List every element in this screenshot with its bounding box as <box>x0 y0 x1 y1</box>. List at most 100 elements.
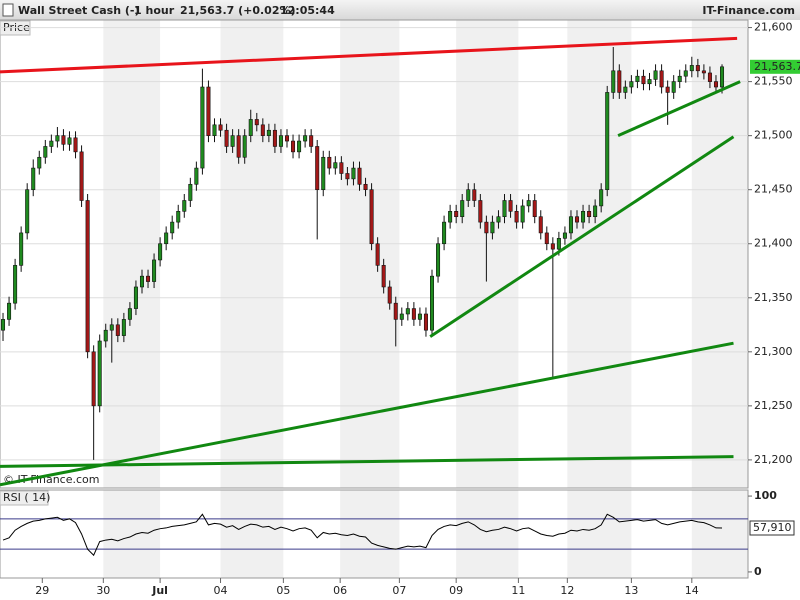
candle-body <box>556 238 561 250</box>
day-band <box>103 20 161 488</box>
candle-body <box>170 221 175 234</box>
day-band <box>691 490 748 578</box>
candle-body <box>381 265 386 288</box>
icon <box>2 3 14 17</box>
instrument: Wall Street Cash (-) <box>18 4 139 17</box>
candle-body <box>19 232 24 266</box>
y-tick-label: 21,550 <box>754 75 793 88</box>
day-band <box>567 490 632 578</box>
candle-body <box>37 156 42 169</box>
candle-body <box>478 200 483 223</box>
candle-body <box>641 75 646 85</box>
candle-body <box>55 135 60 142</box>
header-bar <box>0 0 800 20</box>
candle-body <box>550 243 555 250</box>
last-value-label: 21,563.7 <box>754 60 800 73</box>
x-tick-label: 29 <box>35 584 49 597</box>
candle-body <box>272 129 277 147</box>
time: 12:05:44 <box>280 4 335 17</box>
candle-body <box>393 302 398 320</box>
rsi-line <box>2 513 723 557</box>
candle-body <box>720 66 725 88</box>
candle-body <box>399 313 404 320</box>
candle-body <box>411 308 416 320</box>
candle-body <box>79 151 84 201</box>
candle-body <box>689 65 694 72</box>
candle-body <box>532 200 537 218</box>
candle-body <box>7 302 12 320</box>
candle-body <box>623 86 628 93</box>
candle-body <box>460 200 465 218</box>
candle-body <box>454 211 459 218</box>
candle-body <box>508 200 513 212</box>
candle-body <box>611 70 616 93</box>
day-band <box>567 20 632 488</box>
y-tick-label: 0 <box>754 565 762 578</box>
x-tick-label: 06 <box>333 584 347 597</box>
candle-body <box>254 119 259 126</box>
candle-body <box>248 119 253 136</box>
x-tick-label: 13 <box>624 584 638 597</box>
candle-body <box>200 86 205 169</box>
day-band <box>220 20 284 488</box>
last-value-box <box>749 520 795 536</box>
candle-body <box>260 124 265 136</box>
candle-body <box>278 135 283 147</box>
x-tick-label: 07 <box>392 584 406 597</box>
candle-body <box>647 79 652 85</box>
candle-body <box>218 124 223 131</box>
candle-body <box>212 124 217 136</box>
candle-body <box>375 243 380 266</box>
candle-body <box>103 329 108 342</box>
candle-body <box>701 70 706 74</box>
candle-body <box>109 324 114 331</box>
candle-body <box>387 286 392 304</box>
candle-body <box>713 81 718 88</box>
interval: 1 hour <box>134 4 175 17</box>
y-tick-label: 21,300 <box>754 345 793 358</box>
candle-body <box>526 200 531 207</box>
candle-body <box>707 72 712 82</box>
candle-body <box>484 221 489 234</box>
y-tick-label: 21,500 <box>754 129 793 142</box>
candle-body <box>73 137 78 153</box>
candle-body <box>121 319 126 336</box>
candle-body <box>562 232 567 239</box>
candle-body <box>514 211 519 223</box>
candle-body <box>242 135 247 158</box>
candle-body <box>139 275 144 288</box>
candle-body <box>653 70 658 80</box>
candle-body <box>31 167 36 190</box>
candle-body <box>188 183 193 201</box>
panel-label: RSI ( 14) <box>3 491 50 504</box>
candle-body <box>520 205 525 223</box>
candle-body <box>357 167 362 185</box>
candle-body <box>321 156 326 190</box>
panel-label-box <box>0 490 49 506</box>
candle-body <box>182 200 187 212</box>
candle-body <box>97 340 102 407</box>
candle-body <box>605 92 610 190</box>
x-tick-label: 09 <box>449 584 463 597</box>
candle-body <box>303 135 308 142</box>
last-value-label: 57,910 <box>753 521 792 534</box>
candle-body <box>67 137 72 145</box>
candle-body <box>61 135 66 145</box>
candle-body <box>405 308 410 315</box>
candle-body <box>25 189 30 234</box>
y-tick-label: 21,450 <box>754 183 793 196</box>
candle-body <box>315 146 320 190</box>
trendline <box>0 36 738 74</box>
x-tick-label: 14 <box>685 584 699 597</box>
candle-body <box>146 275 151 282</box>
panel-frame <box>0 489 749 579</box>
plot: Price21,20021,25021,30021,35021,40021,45… <box>0 19 800 597</box>
last-value-box <box>750 59 800 74</box>
candle-body <box>284 135 289 142</box>
trendline <box>0 341 734 487</box>
candle-body <box>345 173 350 180</box>
brand: IT-Finance.com <box>702 4 795 17</box>
day-band <box>220 490 284 578</box>
candle-body <box>85 200 90 353</box>
candle-body <box>206 86 211 136</box>
